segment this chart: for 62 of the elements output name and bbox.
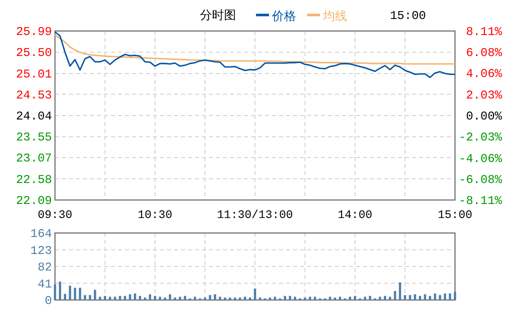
- bar: [404, 295, 406, 300]
- y2-tick-label: 2.03%: [466, 88, 503, 102]
- x-tick-label: 14:00: [338, 209, 372, 222]
- legend-label: 均线: [322, 10, 347, 24]
- bar: [244, 296, 246, 300]
- y2-tick-label: 8.11%: [466, 25, 503, 39]
- bar: [438, 295, 442, 300]
- bar: [408, 295, 412, 300]
- bar: [108, 296, 112, 300]
- bar: [58, 282, 62, 300]
- bar: [378, 296, 382, 300]
- bar: [194, 296, 196, 300]
- y-tick-label: 24.04: [16, 110, 52, 124]
- bar: [158, 296, 162, 300]
- y-tick-label: 22.09: [16, 194, 52, 208]
- x-tick-label: 15:00: [438, 209, 472, 222]
- y2-tick-label: -2.03%: [458, 130, 503, 145]
- y-tick-label: 23.07: [16, 152, 52, 166]
- y-tick-label: 123: [30, 244, 52, 258]
- text: 15:00: [390, 9, 426, 23]
- y-tick-label: 82: [38, 260, 52, 274]
- y-tick-label: 24.53: [16, 88, 52, 102]
- x-tick-label: 11:30/13:00: [217, 209, 294, 222]
- y2-tick-label: 6.08%: [466, 46, 503, 60]
- bar: [68, 286, 72, 300]
- bar: [274, 296, 276, 300]
- bar: [88, 295, 92, 300]
- y-tick-label: 0: [44, 294, 52, 308]
- y-tick-label: 22.58: [16, 172, 52, 187]
- y-tick-label: 25.99: [16, 25, 52, 39]
- bar: [328, 296, 332, 300]
- y2-tick-label: 4.06%: [466, 67, 503, 82]
- y-tick-label: 25.50: [16, 46, 52, 60]
- line-series: [54, 31, 456, 78]
- bar: [308, 296, 312, 300]
- legend-label: 价格: [271, 10, 296, 24]
- bar: [364, 296, 366, 300]
- bar: [98, 296, 102, 300]
- y-tick-label: 23.55: [16, 130, 52, 145]
- y-tick-label: 25.01: [16, 67, 52, 82]
- x-tick-label: 10:30: [138, 209, 172, 222]
- y-tick-label: 41: [38, 277, 52, 292]
- line-series: [54, 34, 456, 65]
- bar: [74, 288, 76, 300]
- bar: [218, 296, 222, 300]
- bar: [84, 295, 86, 300]
- bar: [114, 296, 116, 300]
- y2-tick-label: -6.08%: [458, 172, 503, 187]
- y2-tick-label: 0.00%: [466, 110, 503, 124]
- y2-tick-label: -8.11%: [458, 194, 503, 208]
- bar: [314, 296, 316, 300]
- y-tick-label: 164: [30, 227, 52, 241]
- bar: [388, 296, 392, 300]
- y2-tick-label: -4.06%: [458, 152, 503, 166]
- bar: [348, 296, 352, 300]
- bar: [338, 296, 342, 300]
- bar: [178, 296, 182, 300]
- bar: [78, 288, 82, 300]
- text: 分时图: [200, 9, 236, 23]
- bar: [294, 296, 296, 300]
- bar: [208, 295, 212, 300]
- x-tick-label: 09:30: [38, 209, 72, 222]
